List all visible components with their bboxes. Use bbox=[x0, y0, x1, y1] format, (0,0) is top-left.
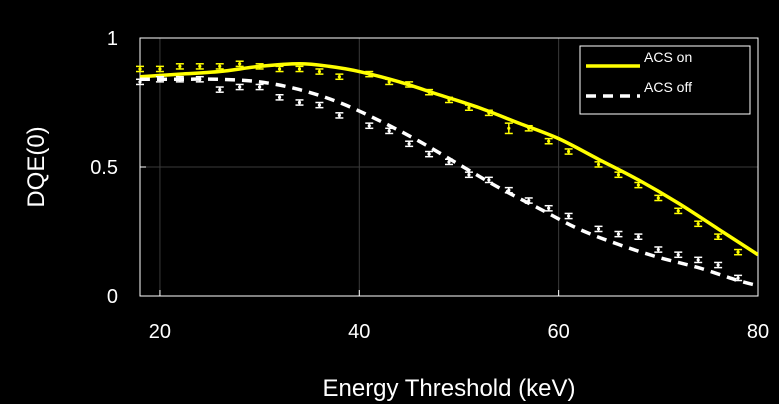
x-tick-label-3: 80 bbox=[747, 321, 769, 343]
data-point-acs-off-2 bbox=[175, 75, 184, 83]
marker-layer bbox=[136, 60, 743, 282]
data-point-acs-off-18 bbox=[504, 186, 513, 194]
data-point-acs-off-26 bbox=[674, 251, 683, 259]
data-point-acs-on-1 bbox=[155, 65, 164, 73]
data-point-acs-on-8 bbox=[295, 65, 304, 73]
data-point-acs-on-22 bbox=[594, 161, 603, 168]
data-point-acs-off-13 bbox=[405, 140, 414, 148]
data-point-acs-on-12 bbox=[385, 78, 394, 86]
data-point-acs-off-7 bbox=[275, 94, 284, 101]
data-point-acs-on-2 bbox=[175, 63, 184, 70]
data-point-acs-on-4 bbox=[215, 63, 224, 70]
data-point-acs-off-12 bbox=[385, 127, 394, 135]
data-point-acs-off-22 bbox=[594, 225, 603, 233]
legend-box bbox=[579, 45, 751, 115]
legend: ACS on ACS off bbox=[579, 45, 751, 115]
data-point-acs-off-23 bbox=[614, 230, 623, 238]
data-point-acs-on-11 bbox=[365, 70, 374, 78]
data-point-acs-off-15 bbox=[445, 158, 453, 166]
y-axis-label: DQE(0) bbox=[23, 126, 50, 207]
data-point-acs-on-0 bbox=[136, 65, 144, 73]
series-line-acs-on bbox=[140, 62, 758, 257]
series-layer bbox=[140, 62, 758, 288]
data-point-acs-on-14 bbox=[425, 88, 434, 96]
data-point-acs-on-5 bbox=[235, 60, 244, 68]
x-axis-label: Energy Threshold (keV) bbox=[322, 375, 575, 402]
x-tick-label-0: 20 bbox=[149, 321, 171, 343]
data-point-acs-on-6 bbox=[255, 63, 264, 70]
x-tick-label-2: 60 bbox=[548, 321, 570, 343]
y-tick-label-0: 0 bbox=[107, 286, 118, 308]
data-point-acs-off-19 bbox=[524, 197, 533, 204]
data-point-acs-off-10 bbox=[335, 112, 344, 119]
x-tick-label-1: 40 bbox=[348, 321, 370, 343]
data-point-acs-on-27 bbox=[694, 220, 703, 228]
series-line-acs-off bbox=[140, 77, 758, 288]
data-point-acs-on-24 bbox=[634, 181, 643, 189]
tick-layer: 20 40 60 80 0 0.5 1 bbox=[90, 28, 769, 343]
data-point-acs-off-5 bbox=[235, 83, 244, 91]
data-point-acs-off-29 bbox=[734, 274, 743, 282]
data-point-acs-on-10 bbox=[335, 73, 344, 81]
data-point-acs-off-24 bbox=[634, 233, 643, 240]
data-point-acs-on-26 bbox=[674, 207, 683, 215]
data-point-acs-off-25 bbox=[654, 246, 663, 253]
data-point-acs-on-7 bbox=[275, 65, 284, 73]
data-point-acs-on-9 bbox=[315, 68, 324, 75]
data-point-acs-on-23 bbox=[614, 171, 623, 179]
data-point-acs-off-0 bbox=[136, 78, 144, 86]
data-point-acs-off-16 bbox=[464, 171, 473, 179]
data-point-acs-off-17 bbox=[484, 176, 493, 184]
data-point-acs-on-17 bbox=[484, 109, 493, 117]
data-point-acs-on-16 bbox=[464, 104, 473, 111]
data-point-acs-on-28 bbox=[714, 233, 723, 240]
data-point-acs-on-15 bbox=[445, 96, 453, 104]
data-point-acs-off-11 bbox=[365, 122, 374, 130]
data-point-acs-on-19 bbox=[524, 124, 533, 132]
data-point-acs-on-20 bbox=[544, 137, 553, 145]
data-point-acs-on-29 bbox=[734, 248, 743, 256]
data-point-acs-off-20 bbox=[544, 204, 553, 212]
data-point-acs-on-3 bbox=[195, 63, 204, 70]
data-point-acs-on-18 bbox=[504, 122, 513, 135]
y-tick-label-2: 1 bbox=[107, 28, 118, 50]
data-point-acs-off-14 bbox=[425, 150, 434, 158]
data-point-acs-on-21 bbox=[564, 148, 573, 155]
data-point-acs-off-3 bbox=[195, 75, 204, 83]
data-point-acs-off-6 bbox=[255, 83, 264, 91]
legend-label-acs-off: ACS off bbox=[644, 79, 692, 95]
data-point-acs-on-25 bbox=[654, 194, 663, 202]
data-point-acs-off-1 bbox=[155, 75, 164, 83]
y-tick-label-1: 0.5 bbox=[90, 157, 118, 179]
data-point-acs-off-8 bbox=[295, 99, 304, 106]
data-point-acs-off-4 bbox=[215, 86, 224, 93]
data-point-acs-off-9 bbox=[315, 101, 324, 109]
data-point-acs-off-28 bbox=[714, 261, 723, 269]
data-point-acs-off-27 bbox=[694, 256, 703, 264]
legend-label-acs-on: ACS on bbox=[644, 49, 692, 65]
data-point-acs-on-13 bbox=[405, 81, 414, 88]
data-point-acs-off-21 bbox=[564, 212, 573, 220]
